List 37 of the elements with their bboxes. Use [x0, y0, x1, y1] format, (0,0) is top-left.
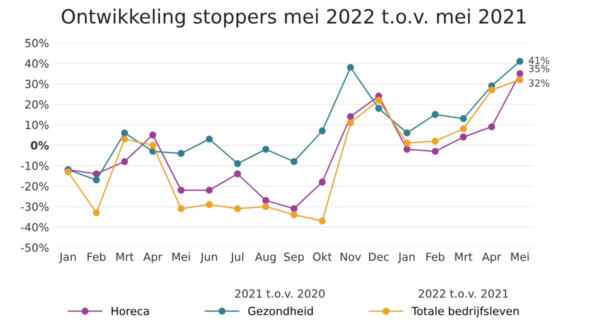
legend-label: Horeca — [112, 306, 149, 316]
y-tick-label: -50% — [20, 243, 49, 252]
y-tick-label: -40% — [20, 223, 49, 232]
chart-title: Ontwikkeling stoppers mei 2022 t.o.v. mei 2021 — [62, 8, 526, 28]
legend-label: Gezondheid — [248, 306, 313, 316]
x-tick-label: Dec — [369, 252, 389, 261]
x-tick-label: Jul — [230, 252, 244, 264]
y-tick-label: -30% — [20, 202, 49, 211]
x-tick-label: Feb — [426, 252, 444, 261]
y-tick-label: -10% — [20, 162, 49, 170]
data-label: 41% — [528, 56, 550, 64]
x-tick-label: Jan — [58, 252, 76, 264]
y-tick-label: -20% — [20, 182, 49, 190]
x-tick-label: Apr — [482, 252, 502, 264]
text: 2021 t.o.v. 2020 — [235, 289, 325, 298]
x-tick-label: Nov — [340, 252, 361, 261]
y-tick-label: 30% — [25, 80, 49, 88]
y-tick-label: 10% — [26, 120, 49, 130]
y-tick-label: 40% — [24, 59, 49, 68]
y-tick-label: 20% — [25, 100, 49, 109]
x-tick-label: Jun — [200, 252, 218, 264]
data-label: 35% — [528, 64, 550, 72]
x-tick-label: Mrt — [455, 252, 472, 261]
x-tick-label: Feb — [88, 252, 106, 261]
x-tick-label: Apr — [143, 252, 162, 264]
text: 2022 t.o.v. 2021 — [418, 289, 508, 298]
y-tick-label: 0% — [30, 141, 49, 150]
x-tick-label: Mrt — [116, 252, 134, 261]
legend-label: Totale bedrijfsleven — [412, 306, 519, 318]
y-tick-label: 50% — [25, 38, 49, 48]
x-tick-label: Sep — [284, 252, 304, 264]
x-tick-label: Jan — [398, 252, 415, 264]
x-tick-label: Mei — [172, 252, 190, 261]
x-tick-label: Okt — [313, 252, 332, 261]
x-tick-label: Aug — [255, 252, 276, 264]
data-label: 32% — [528, 79, 550, 87]
x-tick-label: Mei — [511, 252, 529, 261]
